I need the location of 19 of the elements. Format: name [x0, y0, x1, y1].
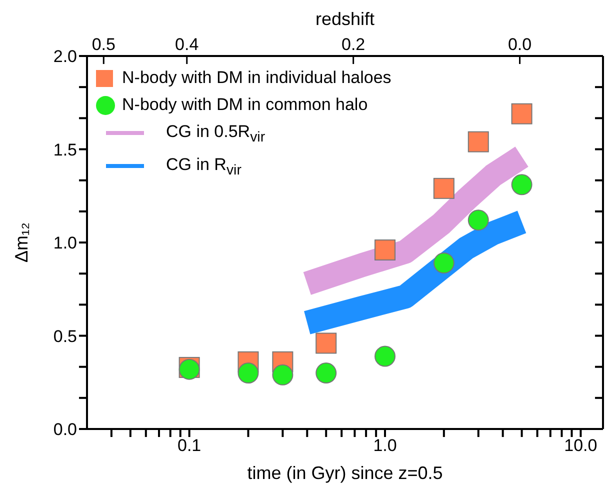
legend-label: CG in 0.5R$_{vir}$ [166, 122, 266, 146]
x-tick-label: 10.0 [564, 436, 598, 456]
legend-label: N-body with DM in individual haloes [122, 68, 392, 87]
y-tick-label: 1.5 [53, 140, 77, 160]
y-tick-label: 1.0 [53, 234, 77, 253]
x2-tick-label: 0.5 [92, 35, 116, 54]
x2-tick-label: 0.0 [508, 35, 532, 54]
x-tick-label: 0.1 [178, 436, 202, 456]
y-tick-label: 2.0 [53, 47, 77, 66]
legend-label: CG in R$_{vir}$ [166, 155, 242, 179]
legend-label: N-body with DM in common halo [122, 95, 368, 114]
x-axis-title: time (in Gyr) since z=0.5 [247, 463, 443, 483]
y-axis-title: Δm₁₂ [11, 222, 32, 263]
x-tick-label: 1.0 [373, 436, 397, 456]
x2-tick-label: 0.2 [342, 35, 366, 54]
x2-axis-title: redshift [315, 9, 375, 29]
x2-tick-label: 0.4 [175, 35, 199, 54]
y-tick-label: 0.0 [53, 420, 77, 440]
y-tick-label: 0.5 [53, 326, 77, 346]
